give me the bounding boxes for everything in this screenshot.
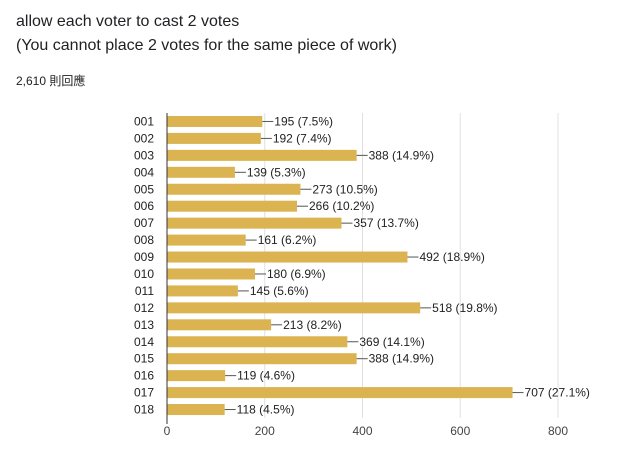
bar xyxy=(167,353,357,365)
y-tick-label: 003 xyxy=(134,148,154,162)
data-label: 145 (5.6%) xyxy=(250,284,309,298)
data-label: 518 (19.8%) xyxy=(432,301,497,315)
bar xyxy=(167,387,513,399)
y-tick-label: 014 xyxy=(134,335,154,349)
data-label: 388 (14.9%) xyxy=(369,352,434,366)
bar xyxy=(167,183,301,195)
data-label: 707 (27.1%) xyxy=(525,386,590,400)
bar xyxy=(167,302,421,314)
question-title-line2: (You cannot place 2 votes for the same p… xyxy=(16,37,397,54)
bar xyxy=(167,115,263,127)
bar xyxy=(167,319,272,331)
x-tick-label: 200 xyxy=(255,424,275,438)
y-tick-label: 011 xyxy=(135,284,154,298)
data-label: 192 (7.4%) xyxy=(273,131,332,145)
bar xyxy=(167,404,225,416)
x-tick-label: 800 xyxy=(548,424,568,438)
data-label: 180 (6.9%) xyxy=(267,267,326,281)
data-label: 119 (4.6%) xyxy=(237,369,295,383)
x-tick-label: 0 xyxy=(164,424,171,438)
y-tick-label: 017 xyxy=(134,386,154,400)
bar xyxy=(167,268,255,280)
y-tick-label: 013 xyxy=(134,318,154,332)
bar xyxy=(167,149,357,161)
y-tick-label: 007 xyxy=(134,216,154,230)
bar xyxy=(167,200,298,212)
y-tick-label: 002 xyxy=(134,131,154,145)
x-tick-label: 600 xyxy=(450,424,470,438)
bar xyxy=(167,234,246,246)
y-tick-label: 004 xyxy=(134,165,154,179)
data-label: 357 (13.7%) xyxy=(353,216,418,230)
bar xyxy=(167,217,342,229)
y-tick-label: 012 xyxy=(134,301,154,315)
data-label: 273 (10.5%) xyxy=(312,182,377,196)
y-tick-label: 015 xyxy=(134,352,154,366)
data-label: 213 (8.2%) xyxy=(283,318,342,332)
y-tick-label: 006 xyxy=(134,199,154,213)
data-label: 388 (14.9%) xyxy=(369,148,434,162)
y-tick-label: 010 xyxy=(134,267,154,281)
response-count: 2,610 則回應 xyxy=(16,74,86,88)
bar xyxy=(167,251,408,263)
data-label: 139 (5.3%) xyxy=(247,165,306,179)
y-tick-label: 018 xyxy=(134,403,154,417)
y-tick-label: 001 xyxy=(134,114,154,128)
question-title-line1: allow each voter to cast 2 votes xyxy=(16,13,240,30)
y-tick-label: 016 xyxy=(134,369,154,383)
y-tick-label: 005 xyxy=(134,182,154,196)
data-label: 369 (14.1%) xyxy=(359,335,424,349)
data-label: 118 (4.5%) xyxy=(237,403,295,417)
x-tick-label: 400 xyxy=(352,424,372,438)
bar xyxy=(167,132,261,144)
bar xyxy=(167,336,348,348)
data-label: 161 (6.2%) xyxy=(258,233,317,247)
question-title: allow each voter to cast 2 votes (You ca… xyxy=(16,10,397,58)
data-label: 195 (7.5%) xyxy=(274,114,333,128)
bar xyxy=(167,166,235,178)
bar xyxy=(167,370,226,382)
data-label: 492 (18.9%) xyxy=(419,250,484,264)
y-tick-label: 008 xyxy=(134,233,154,247)
data-label: 266 (10.2%) xyxy=(309,199,374,213)
bar xyxy=(167,285,238,297)
y-tick-label: 009 xyxy=(134,250,154,264)
